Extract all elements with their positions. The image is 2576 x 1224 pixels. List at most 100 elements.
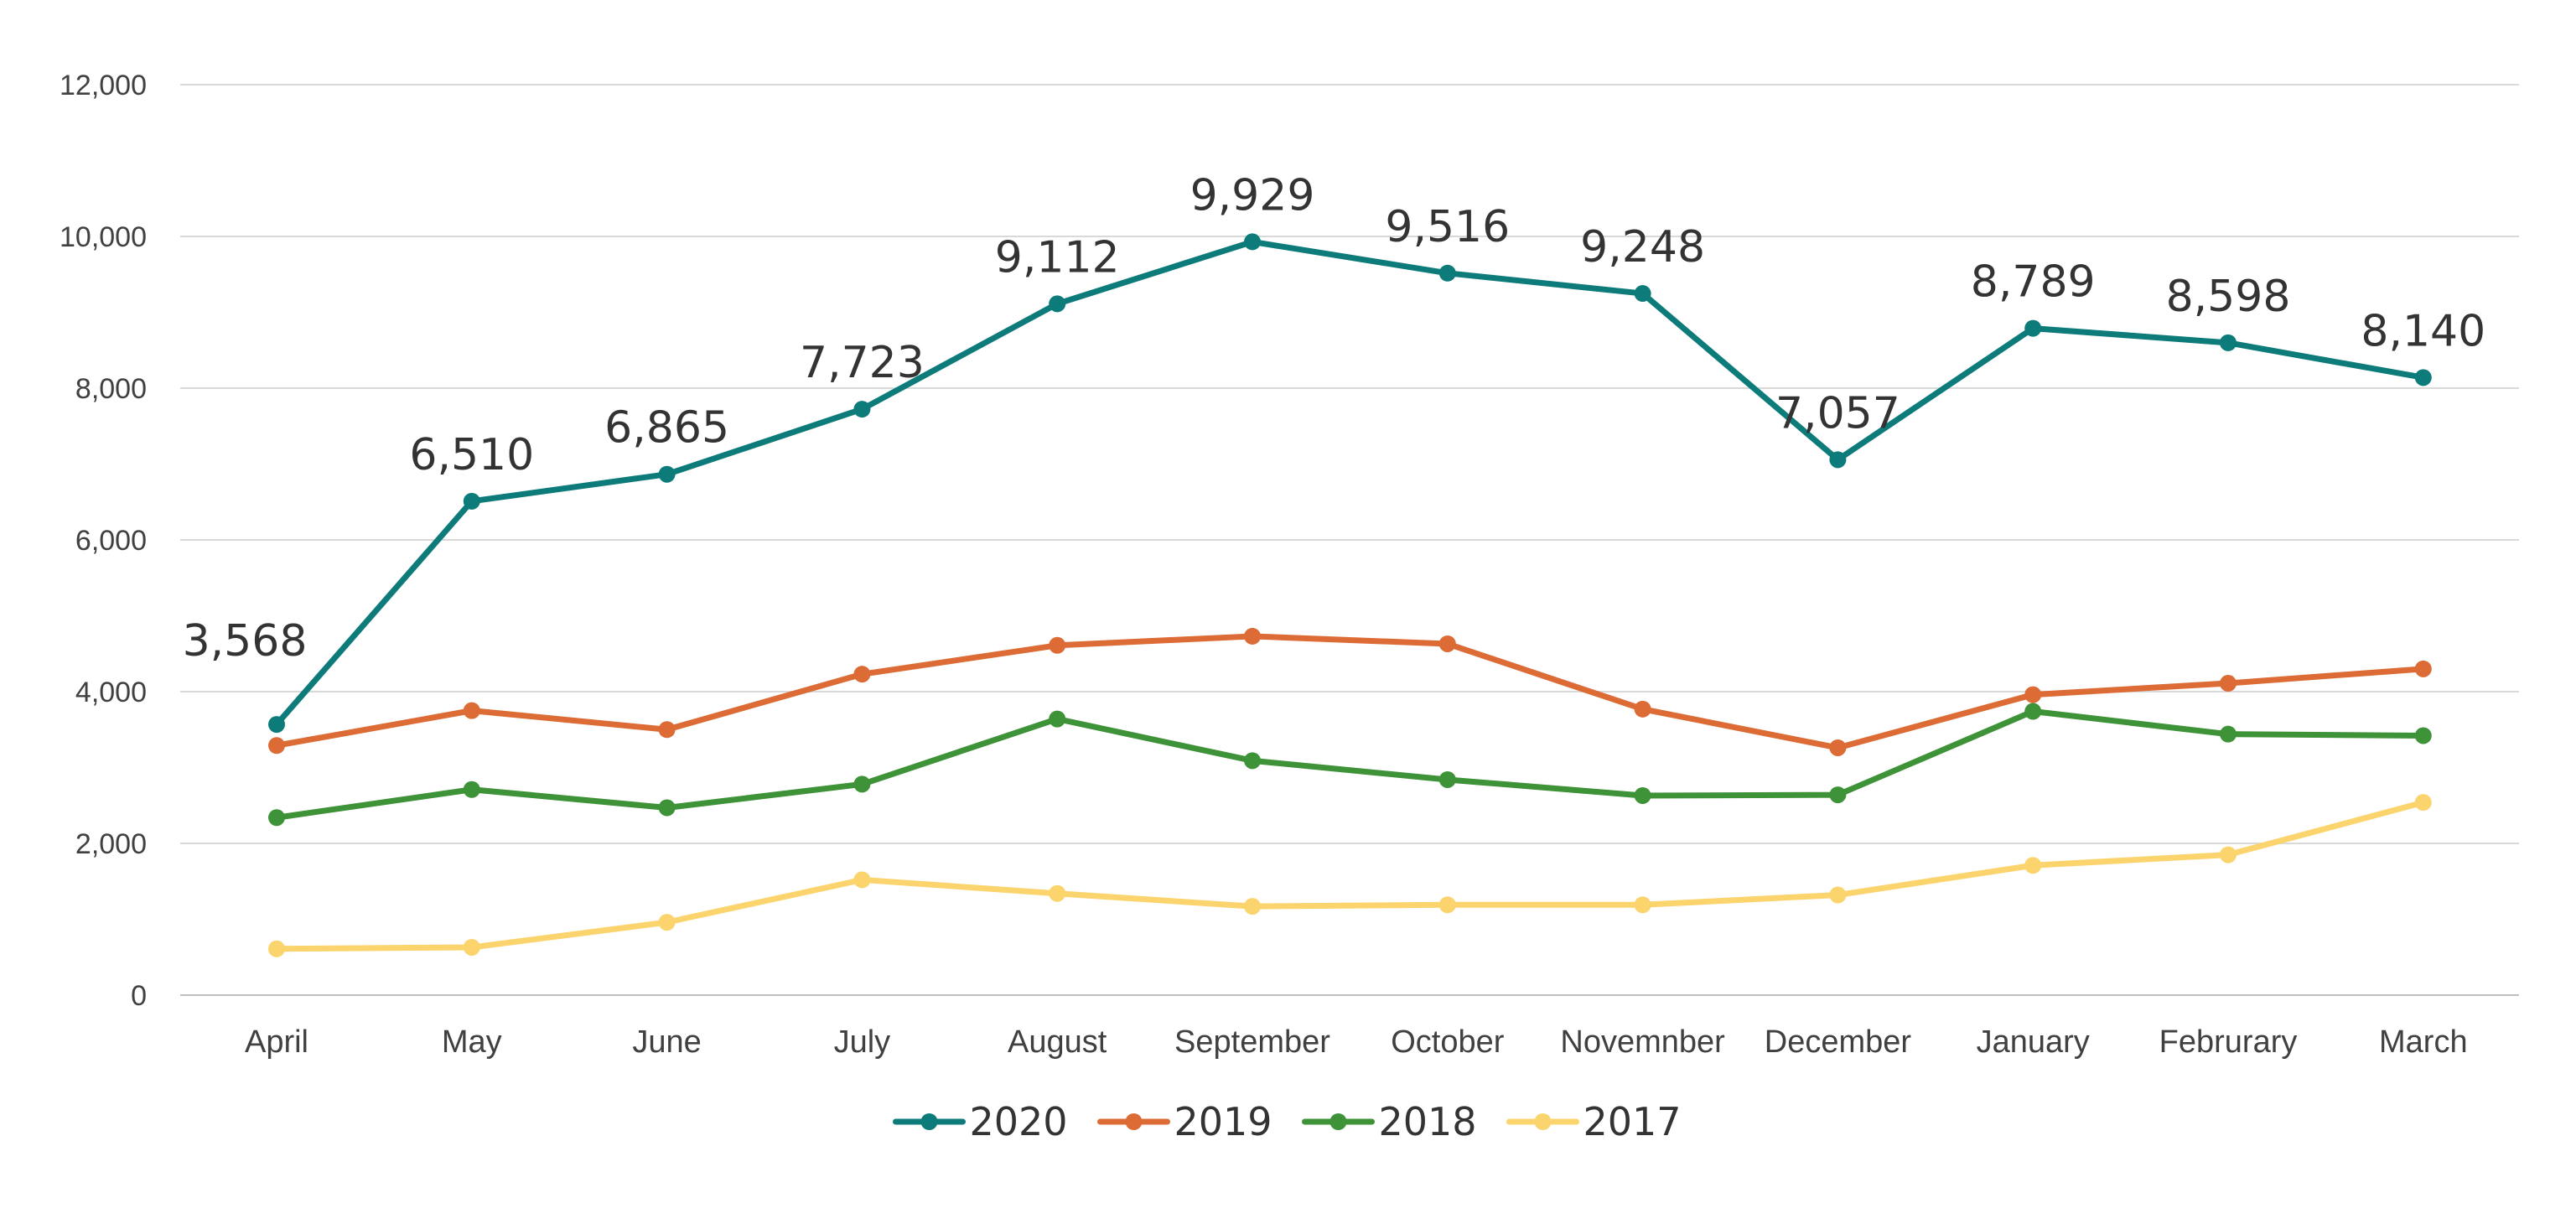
data-point-2017 (658, 914, 676, 931)
data-point-2017 (1634, 896, 1651, 914)
data-point-2020 (2414, 369, 2432, 386)
data-point-2018 (1829, 786, 1847, 804)
data-label: 9,248 (1580, 222, 1705, 272)
y-tick-label: 12,000 (60, 70, 147, 101)
data-point-2017 (1438, 896, 1456, 914)
data-point-2019 (2414, 660, 2432, 677)
data-point-2019 (463, 702, 480, 719)
y-tick-label: 8,000 (75, 373, 147, 405)
legend-label: 2017 (1583, 1099, 1682, 1144)
legend-marker-dot (1125, 1113, 1143, 1130)
data-labels: 3,568 6,510 6,865 7,723 9,112 9,929 9,516 9,248… (183, 170, 2486, 666)
data-label: 3,568 (183, 616, 308, 666)
series-2018 (268, 703, 2432, 827)
data-label: 6,510 (409, 430, 534, 480)
data-point-2018 (2024, 703, 2042, 720)
data-point-2019 (1049, 636, 1066, 654)
data-point-2017 (1049, 884, 1066, 902)
legend-label: 2019 (1174, 1099, 1272, 1144)
data-point-2019 (1244, 627, 1261, 645)
y-axis-tick-labels: 0 2,000 4,000 6,000 8,000 10,000 12,000 (60, 70, 147, 1012)
y-tick-label: 4,000 (75, 677, 147, 708)
data-point-2017 (268, 940, 285, 957)
y-tick-label: 10,000 (60, 221, 147, 253)
legend-marker-dot (1329, 1113, 1347, 1130)
data-point-2019 (2024, 686, 2042, 703)
data-point-2018 (2220, 725, 2237, 743)
x-tick-label: Februrary (2159, 1024, 2298, 1060)
y-tick-label: 2,000 (75, 828, 147, 860)
legend-item-2018: 2018 (1302, 1099, 1477, 1144)
x-tick-label: May (442, 1024, 502, 1060)
data-point-2018 (1049, 710, 1066, 728)
series-line-2020 (273, 238, 2427, 728)
x-axis-tick-labels: April May June July August September October No… (245, 1024, 2468, 1060)
series-lines (268, 233, 2432, 957)
legend-item-2017: 2017 (1506, 1099, 1682, 1144)
x-tick-label: September (1174, 1024, 1330, 1060)
data-point-2018 (658, 799, 676, 817)
data-point-2018 (1244, 752, 1261, 770)
data-point-2017 (2024, 857, 2042, 874)
data-point-2020 (268, 716, 285, 734)
data-point-2017 (2220, 846, 2237, 864)
legend-marker-dot (920, 1113, 938, 1130)
data-point-2020 (1438, 264, 1456, 282)
data-label: 9,929 (1190, 170, 1315, 220)
data-point-2020 (463, 492, 480, 510)
data-label: 6,865 (604, 403, 729, 454)
data-label: 8,598 (2166, 272, 2291, 322)
data-point-2018 (268, 809, 285, 827)
data-label: 7,723 (800, 338, 925, 388)
y-tick-label: 0 (131, 980, 147, 1012)
data-point-2018 (2414, 727, 2432, 744)
data-label: 9,516 (1385, 202, 1510, 252)
data-point-2020 (1049, 295, 1066, 313)
data-point-2019 (1829, 739, 1847, 756)
data-point-2019 (2220, 675, 2237, 692)
series-line-2018 (273, 708, 2427, 821)
gridlines (180, 84, 2519, 996)
x-tick-label: December (1765, 1024, 1912, 1060)
data-point-2017 (1829, 886, 1847, 904)
data-point-2017 (1244, 898, 1261, 915)
data-point-2020 (2024, 319, 2042, 337)
data-point-2019 (268, 737, 285, 755)
x-tick-label: Novemnber (1560, 1024, 1725, 1060)
series-line-2017 (273, 799, 2427, 952)
data-point-2020 (658, 465, 676, 483)
x-tick-label: March (2379, 1024, 2468, 1060)
data-point-2019 (1438, 635, 1456, 652)
x-tick-label: July (834, 1024, 891, 1060)
legend-marker-dot (1534, 1113, 1552, 1130)
data-point-2020 (1634, 285, 1651, 303)
data-point-2020 (1244, 233, 1261, 251)
legend-item-2019: 2019 (1097, 1099, 1272, 1144)
data-point-2020 (2220, 334, 2237, 351)
data-point-2017 (2414, 794, 2432, 812)
legend-label: 2018 (1379, 1099, 1477, 1144)
x-tick-label: April (245, 1024, 308, 1060)
series-line-2019 (273, 633, 2427, 751)
legend-label: 2020 (970, 1099, 1068, 1144)
series-2020 (268, 233, 2432, 734)
series-2017 (268, 794, 2432, 957)
data-point-2018 (463, 781, 480, 798)
data-point-2018 (853, 775, 871, 793)
data-label: 9,112 (995, 232, 1120, 283)
data-point-2018 (1634, 786, 1651, 804)
data-label: 8,140 (2361, 306, 2485, 356)
legend: 2020 2019 2018 2017 (893, 1099, 1682, 1144)
x-tick-label: October (1391, 1024, 1505, 1060)
data-point-2019 (658, 721, 676, 739)
data-label: 8,789 (1971, 257, 2096, 308)
data-point-2017 (463, 938, 480, 956)
x-tick-label: January (1977, 1024, 2090, 1060)
data-point-2018 (1438, 770, 1456, 788)
data-point-2017 (853, 871, 871, 889)
data-point-2020 (853, 401, 871, 418)
series-2019 (268, 627, 2432, 756)
data-label: 7,057 (1775, 388, 1900, 438)
